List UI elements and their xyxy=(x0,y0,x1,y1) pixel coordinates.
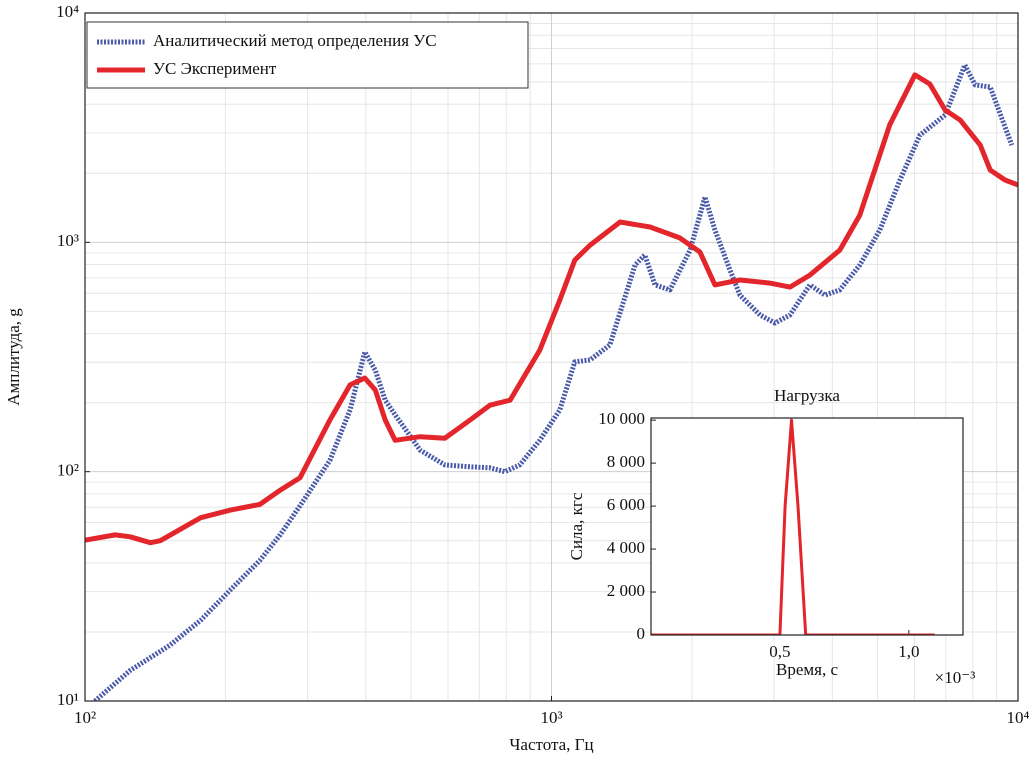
y-tick-label: 4 000 xyxy=(607,538,645,557)
series-line xyxy=(85,72,1018,546)
x-tick-label: 10² xyxy=(74,708,96,727)
x-axis-label: Время, с xyxy=(776,660,838,679)
x-multiplier: ×10⁻³ xyxy=(935,668,976,687)
legend-box xyxy=(86,21,529,89)
plot-frame xyxy=(650,417,964,636)
legend: Аналитический метод определения УС УС Экс… xyxy=(86,21,529,89)
x-tick-label: 0,5 xyxy=(769,642,790,661)
chart-title: Нагрузка xyxy=(774,386,840,405)
y-tick-label: 6 000 xyxy=(607,495,645,514)
series-line xyxy=(651,418,935,635)
plot-frame xyxy=(84,12,1019,702)
y-tick-label: 0 xyxy=(637,624,646,643)
y-tick-label: 8 000 xyxy=(607,452,645,471)
y-axis-label: Сила, кгс xyxy=(567,492,586,560)
legend-label: Аналитический метод определения УС xyxy=(153,31,437,50)
legend-label: УС Эксперимент xyxy=(153,59,277,78)
x-tick-label: 10⁴ xyxy=(1007,708,1030,727)
y-tick-label: 10³ xyxy=(57,231,79,250)
y-tick-label: 10² xyxy=(57,461,79,480)
x-axis-label: Частота, Гц xyxy=(509,735,593,754)
x-tick-label: 10³ xyxy=(540,708,562,727)
y-tick-label: 10⁴ xyxy=(56,2,79,21)
y-axis-label: Амплитуда, g xyxy=(4,308,23,406)
series-line xyxy=(93,62,1015,701)
x-tick-label: 1,0 xyxy=(898,642,919,661)
y-tick-label: 2 000 xyxy=(607,581,645,600)
plot-background xyxy=(651,418,963,635)
plot: 0,5 1,0 0 2 000 4 000 6 000 8 000 10 000 Нагрузк… xyxy=(567,386,975,687)
y-tick-label: 10¹ xyxy=(57,690,79,709)
y-tick-label: 10 000 xyxy=(598,409,645,428)
